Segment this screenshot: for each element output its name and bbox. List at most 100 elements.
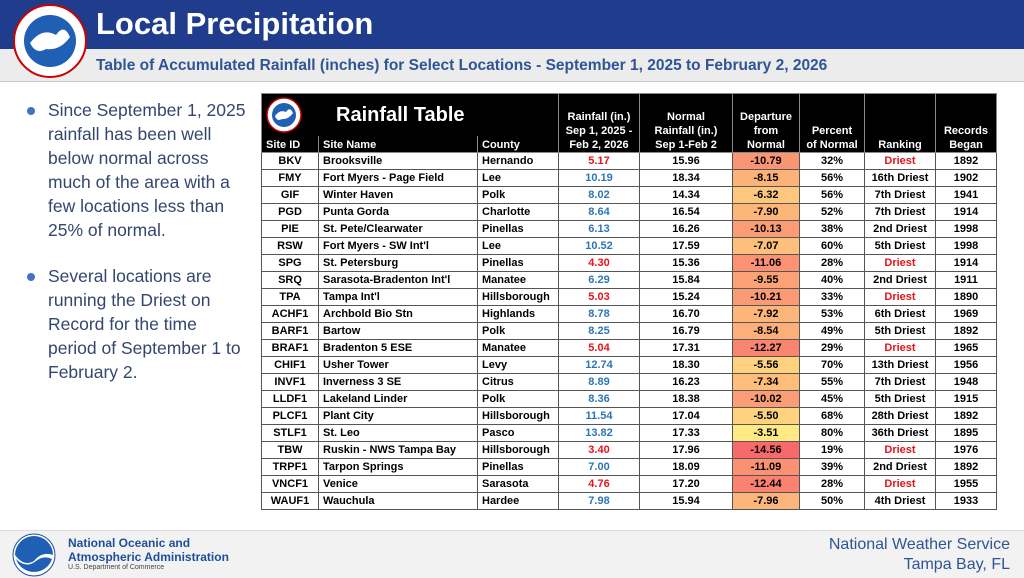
cell-county: Pinellas (477, 254, 559, 272)
table-row: ACHF1 Archbold Bio Stn Highlands 8.78 16.70-… (261, 305, 997, 323)
cell-rainfall: 10.52 (558, 237, 640, 255)
column-header: Rainfall (in.) Sep 1, 2025 - Feb 2, 2026 (558, 93, 640, 153)
table-row: WAUF1 Wauchula Hardee 7.98 15.94 -7.96 50% 4th … (261, 492, 997, 510)
subtitle: Table of Accumulated Rainfall (inches) f… (96, 57, 828, 74)
cell-departure: -10.21 (732, 288, 800, 306)
column-header: Ranking (864, 93, 936, 153)
cell-id: WAUF1 (261, 492, 319, 510)
cell-ranking: 5th Driest (864, 322, 936, 340)
cell-rainfall: 5.17 (558, 152, 640, 170)
bullet-list: Since September 1, 2025 rainfall has bee… (24, 98, 250, 406)
cell-began: 1948 (935, 373, 997, 391)
header-line: Site ID (266, 139, 301, 151)
cell-began: 1998 (935, 220, 997, 238)
cell-county: Citrus (477, 373, 559, 391)
cell-name: Bartow (318, 322, 478, 340)
subtitle-bar: Table of Accumulated Rainfall (inches) f… (0, 49, 1024, 82)
cell-name: Sarasota-Bradenton Int'l (318, 271, 478, 289)
cell-ranking: Driest (864, 288, 936, 306)
cell-departure: -7.07 (732, 237, 800, 255)
cell-county: Hardee (477, 492, 559, 510)
cell-id: FMY (261, 169, 319, 187)
cell-ranking: 36th Driest (864, 424, 936, 442)
cell-county: Levy (477, 356, 559, 374)
header-line: County (482, 139, 520, 151)
cell-ranking: 16th Driest (864, 169, 936, 187)
header-line: Sep 1-Feb 2 (655, 139, 717, 151)
cell-percent: 50% (799, 492, 865, 510)
cell-ranking: 28th Driest (864, 407, 936, 425)
cell-percent: 52% (799, 203, 865, 221)
cell-normal: 15.84 (639, 271, 733, 289)
header-bar: Local Precipitation (0, 0, 1024, 49)
cell-id: RSW (261, 237, 319, 255)
cell-county: Lee (477, 237, 559, 255)
cell-percent: 33% (799, 288, 865, 306)
cell-ranking: Driest (864, 152, 936, 170)
cell-county: Manatee (477, 339, 559, 357)
cell-county: Pasco (477, 424, 559, 442)
cell-id: INVF1 (261, 373, 319, 391)
cell-departure: -12.44 (732, 475, 800, 493)
cell-county: Charlotte (477, 203, 559, 221)
office-line: National Weather Service (828, 536, 1010, 553)
cell-name: Fort Myers - Page Field (318, 169, 478, 187)
table-row: VNCF1 Venice Sarasota 4.76 17.20 -12.44 28% Dri… (261, 475, 997, 493)
cell-name: St. Leo (318, 424, 478, 442)
cell-county: Hillsborough (477, 407, 559, 425)
cell-departure: -7.90 (732, 203, 800, 221)
cell-ranking: 5th Driest (864, 390, 936, 408)
cell-ranking: Driest (864, 254, 936, 272)
cell-county: Lee (477, 169, 559, 187)
cell-departure: -8.54 (732, 322, 800, 340)
cell-ranking: 4th Driest (864, 492, 936, 510)
cell-normal: 18.09 (639, 458, 733, 476)
cell-began: 1892 (935, 458, 997, 476)
table-title-cell: Rainfall Table (261, 93, 559, 136)
cell-percent: 56% (799, 186, 865, 204)
cell-rainfall: 10.19 (558, 169, 640, 187)
cell-county: Highlands (477, 305, 559, 323)
cell-name: Lakeland Linder (318, 390, 478, 408)
cell-id: CHIF1 (261, 356, 319, 374)
cell-departure: -11.09 (732, 458, 800, 476)
cell-began: 1956 (935, 356, 997, 374)
cell-departure: -5.50 (732, 407, 800, 425)
cell-departure: -9.55 (732, 271, 800, 289)
column-header: Normal Rainfall (in.) Sep 1-Feb 2 (639, 93, 733, 153)
cell-normal: 17.31 (639, 339, 733, 357)
header-line: Ranking (878, 139, 922, 151)
cell-percent: 39% (799, 458, 865, 476)
cell-id: BARF1 (261, 322, 319, 340)
bullet: Several locations are running the Driest… (24, 264, 250, 384)
cell-departure: -10.79 (732, 152, 800, 170)
cell-rainfall: 8.89 (558, 373, 640, 391)
header-line: Site Name (323, 139, 377, 151)
table-row: PIE St. Pete/Clearwater Pinellas 6.13 16.26-… (261, 220, 997, 238)
table-row: CHIF1 Usher Tower Levy 12.74 18.30 -5.56 70% 13… (261, 356, 997, 374)
noaa-name: National Oceanic and Atmospheric Adminis… (68, 536, 229, 564)
header-line: from (753, 125, 779, 137)
cell-id: PGD (261, 203, 319, 221)
cell-normal: 17.96 (639, 441, 733, 459)
cell-departure: -7.34 (732, 373, 800, 391)
cell-normal: 16.23 (639, 373, 733, 391)
cell-name: Bradenton 5 ESE (318, 339, 478, 357)
cell-name: Punta Gorda (318, 203, 478, 221)
table-row: TBW Ruskin - NWS Tampa Bay Hillsborough 3.4… (261, 441, 997, 459)
cell-began: 1902 (935, 169, 997, 187)
cell-id: SRQ (261, 271, 319, 289)
cell-county: Sarasota (477, 475, 559, 493)
cell-began: 1955 (935, 475, 997, 493)
cell-rainfall: 12.74 (558, 356, 640, 374)
cell-percent: 55% (799, 373, 865, 391)
cell-name: Brooksville (318, 152, 478, 170)
cell-county: Polk (477, 186, 559, 204)
cell-departure: -5.56 (732, 356, 800, 374)
cell-percent: 60% (799, 237, 865, 255)
cell-normal: 18.38 (639, 390, 733, 408)
column-header: Site ID (261, 136, 319, 153)
cell-id: TBW (261, 441, 319, 459)
cell-normal: 17.59 (639, 237, 733, 255)
column-header: Departure from Normal (732, 93, 800, 153)
